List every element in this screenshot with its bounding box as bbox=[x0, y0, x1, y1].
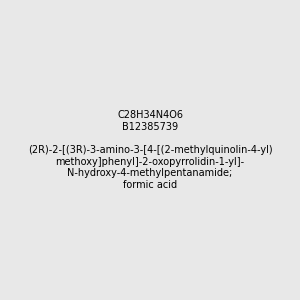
Text: C28H34N4O6
B12385739

(2R)-2-[(3R)-3-amino-3-[4-[(2-methylquinolin-4-yl)
methoxy: C28H34N4O6 B12385739 (2R)-2-[(3R)-3-amin… bbox=[28, 110, 272, 190]
